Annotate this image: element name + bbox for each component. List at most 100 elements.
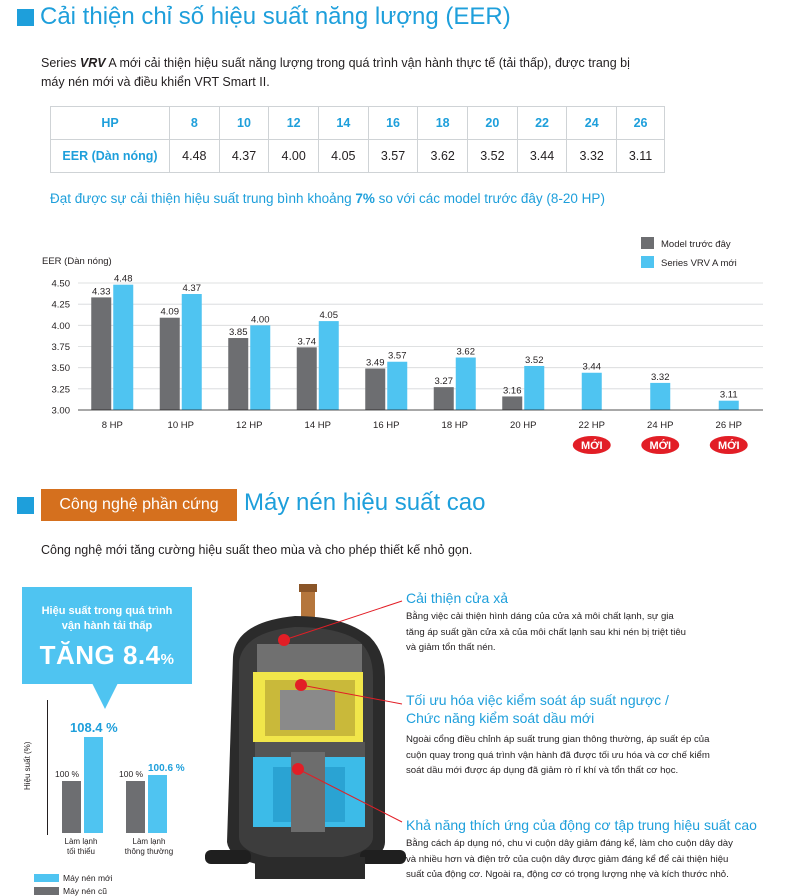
- mini-new-pct-2: 100.6 %: [148, 763, 185, 774]
- table-header-hp: HP: [50, 106, 170, 140]
- legend-label-new: Series VRV A mới: [661, 258, 737, 269]
- chart-bar-previous: [159, 317, 180, 410]
- chart-bar-previous: [91, 297, 112, 410]
- chart-data-label-new: 3.52: [525, 355, 544, 366]
- avg-text-pct: 7%: [355, 191, 375, 206]
- mini-old-pct-2: 100 %: [119, 769, 144, 779]
- table-cell-hp: 22: [516, 106, 568, 140]
- chart-xtick-label: 10 HP: [168, 420, 194, 431]
- mini-label-2: Làm lạnh thông thường: [124, 837, 174, 856]
- average-improvement-text: Đạt được sự cải thiện hiệu suất trung bì…: [50, 191, 605, 206]
- callout-title-discharge: Cải thiện cửa xả: [406, 590, 508, 606]
- legend-swatch-new: [641, 256, 654, 268]
- chart-bar-new: [387, 361, 408, 410]
- chart-data-label-previous: 3.85: [229, 327, 248, 338]
- mini-chart-axis: [47, 700, 48, 835]
- table-cell-eer: 3.62: [417, 139, 469, 173]
- chart-bar-new: [718, 400, 739, 410]
- chart-bar-previous: [433, 387, 454, 410]
- chart-bar-new: [650, 382, 671, 410]
- mini-bar-new-2: [148, 775, 167, 833]
- chart-data-label-new: 3.11: [720, 390, 738, 401]
- chart-data-label-new: 3.32: [651, 372, 670, 383]
- chart-ytick-label: 3.25: [52, 384, 71, 395]
- callout-text-discharge: Bằng việc cải thiện hình dáng của cửa xả…: [406, 611, 687, 653]
- chart-data-label-new: 3.44: [583, 362, 602, 373]
- avg-text-pre: Đạt được sự cải thiện hiệu suất trung bì…: [50, 191, 356, 206]
- section-tag-hardware: Công nghệ phần cứng: [41, 489, 237, 521]
- chart-data-label-new: 4.48: [114, 274, 133, 285]
- new-badge: [709, 436, 748, 454]
- chart-data-label-new: 3.57: [388, 351, 407, 362]
- table-cell-eer: 3.11: [616, 139, 665, 173]
- chart-data-label-previous: 3.49: [366, 358, 385, 369]
- mini-new-pct-1: 108.4 %: [70, 720, 118, 735]
- callout-text-pressure: Ngoài cổng điều chỉnh áp suất trung gian…: [406, 734, 710, 776]
- eer-table: HP 8 10 12 14 16 18 20 22 24 26 EER (Dàn nóng) 4.…: [50, 106, 665, 173]
- mini-bar-new-1: [84, 737, 103, 833]
- table-cell-eer: 4.37: [218, 139, 270, 173]
- section2-intro: Công nghệ mới tăng cường hiệu suất theo …: [41, 543, 473, 557]
- chart-bar-new: [455, 357, 476, 410]
- new-badge-label: MỚI: [718, 439, 740, 452]
- chart-ylabel: EER (Dàn nóng): [42, 256, 112, 267]
- table-cell-eer: 4.48: [169, 139, 220, 173]
- table-cell-eer: 3.32: [566, 139, 618, 173]
- chart-data-label-previous: 3.16: [503, 385, 522, 396]
- legend-swatch-previous: [641, 237, 654, 249]
- chart-ytick-label: 4.00: [52, 321, 71, 332]
- efficiency-bubble: Hiệu suất trong quá trình vận hành tải t…: [22, 587, 192, 684]
- new-badge-label: MỚI: [581, 439, 603, 452]
- chart-bar-previous: [365, 368, 386, 410]
- chart-bar-new: [318, 321, 339, 410]
- chart-xtick-label: 26 HP: [716, 420, 742, 431]
- chart-data-label-new: 4.37: [183, 283, 202, 294]
- table-cell-eer: 4.00: [268, 139, 320, 173]
- chart-ytick-label: 4.50: [52, 279, 71, 290]
- table-cell-hp: 20: [467, 106, 518, 140]
- section-marker-icon: [17, 9, 34, 26]
- table-cell-eer: 3.44: [516, 139, 568, 173]
- intro-paragraph: Series VRV A mới cải thiện hiệu suất năn…: [41, 54, 681, 92]
- chart-ytick-label: 3.75: [52, 342, 71, 353]
- chart-bar-new: [181, 294, 202, 410]
- table-cell-hp: 26: [616, 106, 665, 140]
- section-title-compressor: Máy nén hiệu suất cao: [244, 489, 486, 516]
- mini-bar-old-2: [126, 781, 145, 833]
- table-cell-eer: 3.52: [467, 139, 518, 173]
- callout-text-motor: Bằng cách áp dụng nó, chu vi cuộn dây gi…: [406, 838, 733, 880]
- legend-old-label: Máy nén cũ: [63, 886, 107, 896]
- bubble-line-1: Hiệu suất trong quá trình: [41, 605, 173, 617]
- chart-data-label-previous: 4.09: [161, 307, 180, 318]
- legend-swatch-new: [34, 874, 59, 882]
- chart-xtick-label: 12 HP: [236, 420, 262, 431]
- chart-bar-new: [113, 284, 134, 410]
- chart-bar-new: [581, 372, 602, 410]
- chart-ytick-label: 3.00: [52, 406, 71, 417]
- table-cell-eer: 3.57: [367, 139, 419, 173]
- chart-ytick-label: 3.50: [52, 363, 71, 374]
- intro-line-1: Series VRV A mới cải thiện hiệu suất năn…: [41, 56, 630, 70]
- legend-new-label: Máy nén mới: [63, 873, 113, 883]
- chart-data-label-new: 3.62: [457, 347, 476, 358]
- chart-ytick-label: 4.25: [52, 300, 71, 311]
- table-cell-hp: 14: [318, 106, 369, 140]
- bubble-tail: [92, 683, 118, 709]
- mini-old-pct-1: 100 %: [55, 769, 80, 779]
- new-badge: [572, 436, 611, 454]
- chart-bar-previous: [502, 396, 523, 410]
- chart-data-label-previous: 4.33: [92, 286, 111, 297]
- new-badge-label: MỚI: [649, 439, 671, 452]
- mini-bar-old-1: [62, 781, 81, 833]
- eer-bar-chart: EER (Dàn nóng) 4.50 4.25 4.00 3.75 3.50 3.25 3.…: [42, 237, 763, 454]
- chart-xtick-label: 8 HP: [102, 420, 123, 431]
- chart-bar-previous: [296, 347, 317, 410]
- new-badge: [641, 436, 680, 454]
- bubble-line-2: vận hành tải thấp: [61, 620, 153, 632]
- legend-label-previous: Model trước đây: [661, 239, 731, 250]
- callout-title-pressure: Tối ưu hóa việc kiểm soát áp suất ngược …: [406, 692, 669, 726]
- avg-text-post: so với các model trước đây (8-20 HP): [374, 191, 605, 206]
- chart-data-label-previous: 3.27: [435, 376, 454, 387]
- chart-data-label-new: 4.00: [251, 314, 270, 325]
